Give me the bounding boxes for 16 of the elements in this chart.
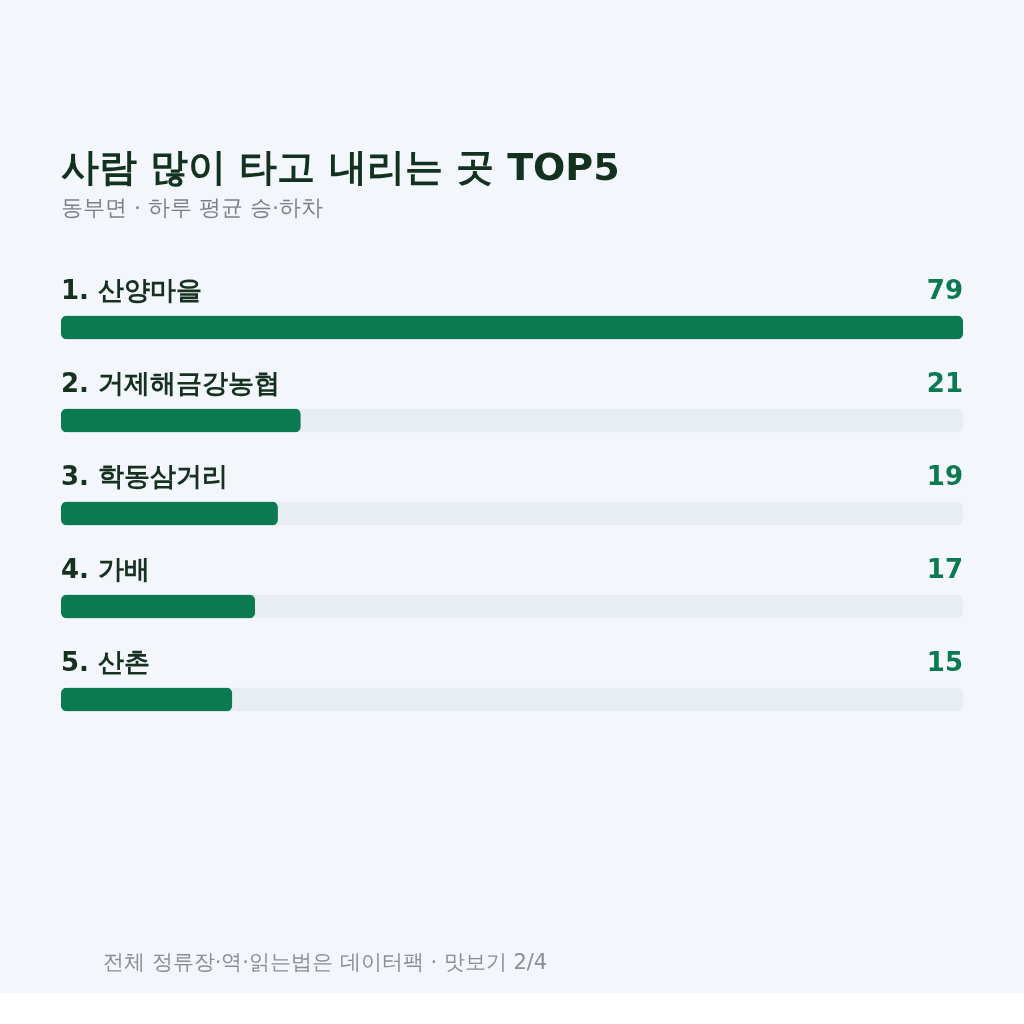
data-label: 21 — [926, 367, 963, 398]
text: 전체 정류장·역·읽는법은 데이터팩 · 맛보기 2/4 — [103, 950, 548, 974]
data-label: 17 — [926, 553, 963, 584]
y-tick-label: 5. 산촌 — [61, 646, 151, 677]
bar — [61, 594, 256, 619]
y-tick-label: 2. 거제해금강농협 — [61, 367, 281, 398]
data-label: 79 — [926, 274, 963, 305]
data-label: 15 — [926, 646, 963, 677]
chart-title: 사람 많이 타고 내리는 곳 TOP5 — [61, 145, 620, 189]
y-tick-label: 1. 산양마을 — [61, 274, 203, 305]
chart-subtitle: 동부면 · 하루 평균 승·하차 — [61, 195, 323, 220]
data-label: 19 — [926, 460, 963, 491]
y-tick-label: 3. 학동삼거리 — [61, 460, 229, 491]
bar — [61, 687, 233, 712]
y-tick-label: 4. 가배 — [61, 553, 151, 584]
bar — [61, 501, 278, 526]
